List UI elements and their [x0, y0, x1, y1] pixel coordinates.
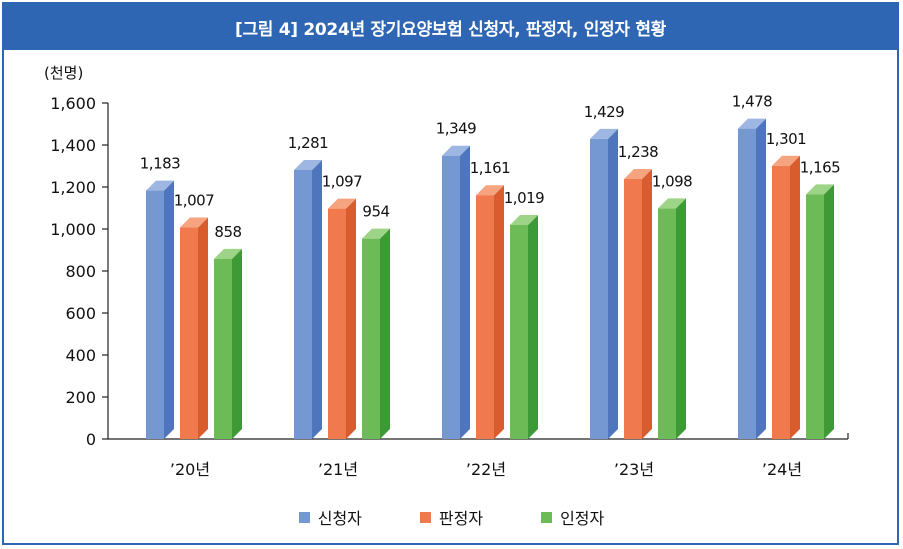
- data-label: 1,007: [174, 192, 214, 210]
- x-tick-label: ’20년: [170, 460, 210, 479]
- bar-side: [232, 248, 242, 439]
- bar-top: [624, 169, 652, 180]
- legend-label-approved: 인정자: [560, 509, 605, 528]
- bar-side: [642, 169, 652, 439]
- data-label: 858: [214, 223, 241, 241]
- data-label: 1,478: [732, 93, 772, 111]
- data-label: 1,161: [470, 159, 510, 177]
- legend-swatch-applicants: [298, 511, 310, 523]
- y-tick-label: 600: [65, 304, 96, 323]
- y-tick-label: 1,400: [50, 136, 96, 155]
- bar-top: [180, 217, 208, 228]
- bar-side: [528, 215, 538, 439]
- bar-side: [790, 155, 800, 440]
- bar-side: [494, 185, 504, 439]
- y-tick-label: 200: [65, 388, 96, 407]
- bar-side: [346, 198, 356, 439]
- bar: [180, 227, 198, 439]
- bar-top: [738, 118, 766, 129]
- y-tick-label: 800: [65, 262, 96, 281]
- bar-side: [824, 184, 834, 439]
- y-tick-label: 0: [86, 430, 96, 449]
- bar-top: [658, 198, 686, 209]
- legend: 신청자 판정자 인정자: [0, 505, 903, 529]
- bar: [146, 190, 164, 439]
- data-label: 1,429: [584, 103, 624, 121]
- bar-side: [198, 217, 208, 439]
- legend-swatch-approved: [541, 511, 553, 523]
- data-label: 954: [362, 203, 389, 221]
- x-tick-label: ’24년: [762, 460, 802, 479]
- bar: [510, 225, 528, 439]
- bar-top: [772, 155, 800, 166]
- bar-top: [442, 145, 470, 156]
- x-tick-label: ’21년: [318, 460, 358, 479]
- chart-title: [그림 4] 2024년 장기요양보험 신청자, 판정자, 인정자 현황: [4, 4, 897, 50]
- bar-side: [676, 198, 686, 439]
- bar: [590, 138, 608, 439]
- y-tick-label: 1,600: [50, 94, 96, 113]
- legend-item-applicants: 신청자: [298, 505, 362, 529]
- bar-top: [590, 128, 618, 139]
- x-tick-label: ’22년: [466, 460, 506, 479]
- bar-top: [806, 184, 834, 195]
- bar-side: [312, 159, 322, 440]
- data-label: 1,301: [766, 130, 806, 148]
- y-tick-label: 1,000: [50, 220, 96, 239]
- data-label: 1,098: [652, 172, 692, 190]
- bar: [214, 258, 232, 439]
- legend-swatch-assessed: [419, 511, 431, 523]
- legend-item-assessed: 판정자: [419, 505, 484, 529]
- bar: [362, 238, 380, 439]
- legend-label-assessed: 판정자: [438, 509, 484, 528]
- bar-side: [380, 228, 390, 439]
- data-label: 1,349: [436, 120, 476, 138]
- data-label: 1,281: [288, 134, 328, 152]
- x-tick-label: ’23년: [614, 460, 654, 479]
- bar: [658, 208, 676, 439]
- bar-top: [328, 198, 356, 209]
- bar-top: [294, 159, 322, 170]
- bar: [624, 179, 642, 439]
- bar-top: [510, 215, 538, 226]
- data-label: 1,183: [140, 155, 180, 173]
- legend-label-applicants: 신청자: [317, 509, 362, 528]
- data-label: 1,097: [322, 173, 362, 191]
- y-axis-unit: (천명): [44, 64, 83, 82]
- y-tick-label: 400: [65, 346, 96, 365]
- legend-item-approved: 인정자: [541, 505, 604, 529]
- bar-top: [476, 185, 504, 196]
- bar-side: [608, 128, 618, 439]
- bar: [328, 208, 346, 439]
- bar-top: [214, 248, 242, 259]
- bar: [442, 155, 460, 439]
- bar: [806, 194, 824, 439]
- bar: [772, 165, 790, 440]
- bar-side: [164, 180, 174, 439]
- bar: [738, 128, 756, 439]
- bar-side: [460, 145, 470, 439]
- data-label: 1,165: [800, 158, 840, 176]
- y-tick-label: 1,200: [50, 178, 96, 197]
- data-label: 1,019: [504, 189, 544, 207]
- bar: [476, 195, 494, 439]
- data-label: 1,238: [618, 143, 658, 161]
- bar-top: [362, 228, 390, 239]
- bar-top: [146, 180, 174, 191]
- bar: [294, 169, 312, 440]
- bar-side: [756, 118, 766, 440]
